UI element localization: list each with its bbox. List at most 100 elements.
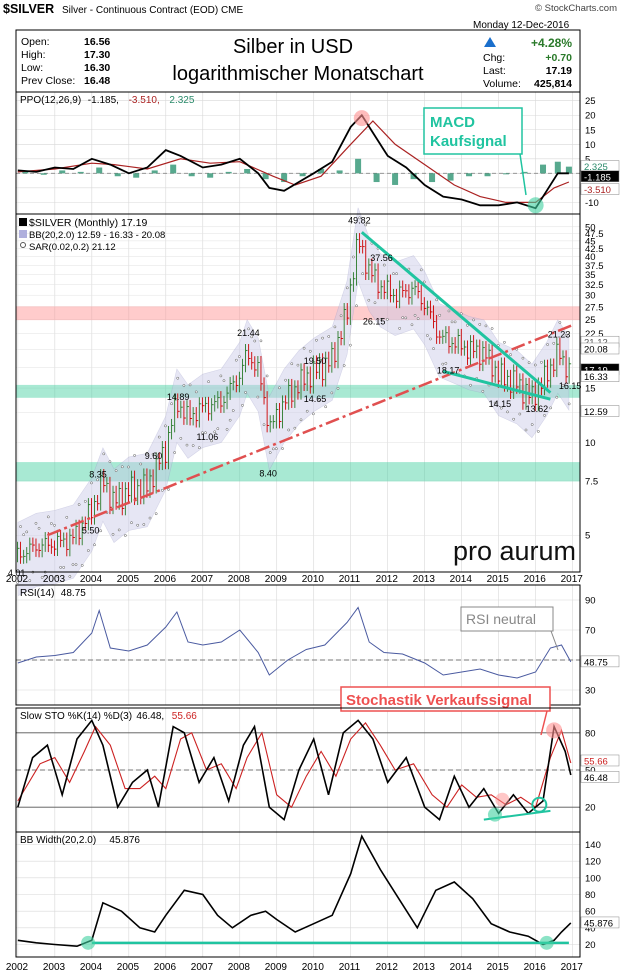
sar-dot bbox=[416, 317, 420, 321]
x-tick-label: 2009 bbox=[265, 962, 288, 973]
bbwidth-marker bbox=[81, 935, 96, 950]
value-label-box bbox=[580, 183, 620, 195]
price-annotation: 37.56 bbox=[370, 253, 393, 263]
x-tick-label: 2008 bbox=[228, 574, 251, 585]
x-tick-label: 2002 bbox=[6, 962, 29, 973]
ppo-value: -1.185 bbox=[580, 170, 620, 183]
sar-dot bbox=[533, 363, 537, 367]
ppo-histogram-bar bbox=[373, 173, 380, 183]
legend-swatch bbox=[19, 230, 27, 238]
ppo-histogram-bar bbox=[133, 173, 140, 178]
sar-dot bbox=[207, 380, 210, 384]
sar-dot bbox=[65, 515, 69, 519]
ppo-histogram-bar bbox=[40, 173, 47, 175]
symbol: $SILVER bbox=[3, 2, 54, 16]
sar-dot bbox=[379, 317, 383, 321]
value-label-text: 46.48 bbox=[584, 773, 608, 784]
quote-date: Monday 12-Dec-2016 bbox=[473, 20, 570, 31]
sar-dot bbox=[509, 353, 512, 356]
sar-dot bbox=[466, 323, 469, 327]
value-label-text: 20.08 bbox=[584, 344, 608, 355]
sar-dot bbox=[25, 530, 29, 534]
price-annotation: 16.15 bbox=[559, 381, 582, 391]
sar-dot bbox=[540, 360, 543, 364]
ppo-histogram-bar bbox=[447, 173, 454, 181]
bb-lower-value: 12.59 bbox=[580, 405, 620, 418]
sar-dot bbox=[74, 563, 78, 566]
ppo-peak-marker bbox=[353, 110, 370, 127]
sar-dot bbox=[19, 525, 22, 528]
sar-dot bbox=[56, 574, 59, 578]
y-tick-label: 30 bbox=[585, 686, 596, 697]
quote-value: 16.48 bbox=[84, 75, 110, 87]
x-tick-label: 2014 bbox=[450, 962, 473, 973]
sar-dot bbox=[68, 575, 72, 578]
watermark: © StockCharts.com bbox=[535, 3, 617, 14]
sar-dot bbox=[404, 316, 408, 320]
bollinger-band bbox=[17, 207, 570, 597]
rsi-frame bbox=[15, 584, 581, 706]
sar-dot bbox=[385, 318, 389, 321]
y-tick-label: 20 bbox=[585, 803, 596, 814]
sar-dot bbox=[164, 424, 167, 428]
sar-dot bbox=[111, 532, 115, 536]
y-tick-label: -10 bbox=[585, 198, 599, 209]
bbwidth-panel: 140 120 100 80 60 40 20 bbox=[16, 832, 601, 957]
bb-upper-value: 20.08 bbox=[580, 342, 620, 355]
price-frame bbox=[15, 213, 581, 573]
x-tick-label: 2003 bbox=[43, 962, 66, 973]
ppo-histogram-bar bbox=[170, 164, 177, 174]
legend-text: -3.510, bbox=[129, 95, 160, 106]
sar-dot bbox=[302, 346, 306, 350]
quote-value: 17.30 bbox=[84, 49, 110, 61]
price-annotation: 5.50 bbox=[82, 525, 100, 535]
y-tick-label: 140 bbox=[585, 840, 601, 851]
trendline-downtrend bbox=[360, 231, 552, 394]
sar-dot bbox=[154, 512, 158, 516]
y-tick-label: 120 bbox=[585, 857, 601, 868]
sar-dot bbox=[555, 395, 559, 399]
legend-swatch bbox=[20, 242, 26, 248]
sar-dot bbox=[382, 263, 386, 267]
sar-dot bbox=[228, 418, 232, 422]
y-tick-label: 40 bbox=[585, 923, 596, 934]
sar-dot bbox=[262, 423, 266, 427]
sar-dot bbox=[364, 223, 368, 227]
value-label-box bbox=[580, 370, 620, 382]
sar-dot bbox=[453, 320, 457, 324]
sar-dot bbox=[145, 451, 149, 455]
stat-value: 425,814 bbox=[534, 78, 572, 90]
quote-value: 16.56 bbox=[84, 36, 110, 48]
ppo-histogram-bar bbox=[521, 171, 528, 174]
price-zone bbox=[15, 306, 581, 321]
stat-label: Chg: bbox=[483, 52, 505, 64]
sar-dot bbox=[518, 412, 522, 416]
ppo-histogram-bar bbox=[466, 173, 473, 177]
price-annotation: 26.15 bbox=[363, 317, 386, 327]
sar-dot bbox=[259, 339, 263, 343]
sar-dot bbox=[256, 395, 260, 399]
sar-dot bbox=[157, 435, 161, 439]
ppo-histogram-bar bbox=[59, 170, 66, 174]
y-tick-label: 50 bbox=[585, 766, 596, 777]
y-tick-label: 42.5 bbox=[585, 244, 604, 255]
annotation-pointer bbox=[519, 153, 527, 196]
pct-change: +4.28% bbox=[531, 36, 572, 50]
rsi-panel: 90705030RSI neutral bbox=[16, 585, 596, 705]
sar-dot bbox=[305, 409, 309, 413]
sar-dot bbox=[395, 272, 398, 276]
x-tick-label: 2013 bbox=[413, 574, 436, 585]
sar-dot bbox=[222, 379, 226, 382]
annotation-text: RSI neutral bbox=[466, 611, 536, 627]
ppo-histogram-bar bbox=[77, 171, 84, 174]
x-tick-label: 2006 bbox=[154, 962, 177, 973]
sar-dot bbox=[441, 362, 445, 366]
sar-dot bbox=[204, 431, 207, 435]
rsi-value: 48.75 bbox=[580, 655, 620, 668]
sar-dot bbox=[330, 391, 334, 395]
value-label-box bbox=[580, 655, 620, 668]
sar-dot bbox=[96, 478, 99, 482]
sar-dot bbox=[50, 522, 53, 525]
